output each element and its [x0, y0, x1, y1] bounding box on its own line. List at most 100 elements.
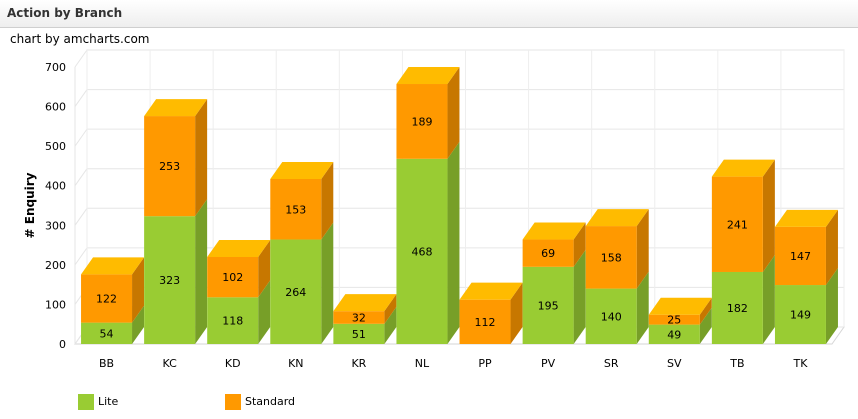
x-tick-label: TB	[729, 357, 744, 370]
data-label-standard-sr: 158	[601, 251, 622, 264]
bar-standard-pp[interactable]	[459, 299, 511, 344]
x-tick-label: KN	[288, 357, 303, 370]
bar-side-standard-tk[interactable]	[825, 209, 838, 286]
bar-side-lite-tb[interactable]	[762, 254, 775, 344]
y-gridline-side	[74, 49, 88, 68]
bar-standard-bb[interactable]	[81, 274, 133, 323]
bar-lite-sv[interactable]	[648, 324, 700, 344]
chart-area: 0 100 200 300 400 500 600 700 # Enquiry 54 122 BB 32…	[23, 49, 845, 370]
y-tick-label: 300	[45, 219, 66, 232]
bar-group-tb[interactable]: 182 241	[711, 159, 775, 344]
bar-standard-sr[interactable]	[585, 226, 637, 289]
bar-standard-tb[interactable]	[711, 176, 763, 272]
bar-lite-kr[interactable]	[333, 323, 385, 344]
bar-side-standard-kd[interactable]	[258, 239, 271, 298]
data-label-lite-tb: 182	[727, 302, 748, 315]
bar-standard-pv[interactable]	[522, 239, 574, 267]
bar-group-nl[interactable]: 468 189	[396, 67, 460, 344]
bar-side-lite-pv[interactable]	[573, 249, 586, 344]
bar-top-standard-bb[interactable]	[81, 257, 145, 275]
data-label-standard-tk: 147	[790, 250, 811, 263]
y-gridline-side	[74, 89, 88, 107]
bar-top-standard-nl[interactable]	[396, 67, 460, 85]
bar-side-lite-kd[interactable]	[258, 280, 271, 344]
bar-side-lite-sv[interactable]	[699, 307, 712, 344]
bar-side-lite-tk[interactable]	[825, 268, 838, 344]
bar-side-lite-sr[interactable]	[636, 271, 649, 344]
y-tick-label: 100	[45, 298, 66, 311]
bar-top-standard-kr[interactable]	[333, 294, 397, 312]
y-gridline-side	[74, 207, 88, 226]
x-tick-label: KC	[162, 357, 177, 370]
bar-group-kc[interactable]: 323 253	[144, 99, 208, 344]
bar-group-sr[interactable]: 140 158	[585, 209, 649, 344]
bar-top-standard-sv[interactable]	[648, 297, 712, 315]
data-label-standard-bb: 122	[96, 292, 117, 305]
data-label-lite-kr: 51	[352, 328, 366, 341]
bar-group-tk[interactable]: 149 147	[774, 209, 838, 344]
bar-top-standard-sr[interactable]	[585, 209, 649, 227]
bar-standard-kn[interactable]	[270, 178, 322, 240]
x-tick-label: KD	[225, 357, 241, 370]
bar-top-standard-pp[interactable]	[459, 282, 523, 300]
bar-lite-pv[interactable]	[522, 266, 574, 344]
bar-side-standard-kr[interactable]	[384, 294, 397, 324]
y-gridline-side	[74, 247, 88, 266]
bar-lite-sr[interactable]	[585, 288, 637, 344]
bar-side-standard-pv[interactable]	[573, 222, 586, 267]
x-tick-label: SV	[667, 357, 682, 370]
bar-group-kn[interactable]: 264 153	[270, 161, 334, 344]
bar-side-standard-kc[interactable]	[195, 99, 208, 217]
bar-side-standard-kn[interactable]	[321, 161, 334, 240]
bar-lite-bb[interactable]	[81, 322, 133, 344]
bar-group-pv[interactable]: 195 69	[522, 222, 586, 344]
bar-standard-kr[interactable]	[333, 311, 385, 324]
bar-lite-kc[interactable]	[144, 216, 196, 344]
bar-side-standard-pp[interactable]	[510, 282, 523, 344]
bar-standard-tk[interactable]	[774, 226, 826, 286]
bar-standard-kd[interactable]	[207, 256, 259, 298]
bar-side-lite-kr[interactable]	[384, 306, 397, 344]
bar-side-lite-kn[interactable]	[321, 222, 334, 344]
bar-side-standard-nl[interactable]	[447, 67, 460, 159]
bar-top-standard-tk[interactable]	[774, 209, 838, 227]
x-tick-label: NL	[415, 357, 430, 370]
data-label-standard-sv: 25	[667, 314, 681, 327]
bar-side-lite-nl[interactable]	[447, 141, 460, 344]
bar-lite-nl[interactable]	[396, 158, 448, 344]
x-tick-label: TK	[792, 357, 808, 370]
bar-lite-tb[interactable]	[711, 271, 763, 344]
bar-group-pp[interactable]: 112	[459, 282, 523, 344]
bar-top-standard-tb[interactable]	[711, 159, 775, 177]
bar-lite-tk[interactable]	[774, 285, 826, 344]
chart-credit-link[interactable]: chart by amcharts.com	[10, 32, 150, 46]
bar-group-bb[interactable]: 54 122	[81, 257, 145, 344]
bar-top-standard-pv[interactable]	[522, 222, 586, 240]
data-label-standard-tb: 241	[727, 218, 748, 231]
data-label-lite-kn: 264	[285, 286, 306, 299]
bar-side-standard-sr[interactable]	[636, 209, 649, 289]
bar-standard-sv[interactable]	[648, 314, 700, 325]
bar-side-lite-kc[interactable]	[195, 199, 208, 344]
chart-legend: Lite Standard	[0, 393, 858, 413]
bar-side-standard-bb[interactable]	[132, 257, 145, 323]
bar-side-standard-sv[interactable]	[699, 297, 712, 325]
legend-swatch	[78, 394, 94, 410]
data-label-standard-kd: 102	[222, 271, 243, 284]
bar-top-standard-kc[interactable]	[144, 99, 208, 117]
bar-side-lite-bb[interactable]	[132, 305, 145, 344]
bar-lite-kd[interactable]	[207, 297, 259, 344]
bar-standard-nl[interactable]	[396, 84, 448, 159]
y-gridline-side	[74, 128, 88, 147]
bar-side-standard-tb[interactable]	[762, 159, 775, 272]
y-tick-label: 700	[45, 61, 66, 74]
bar-lite-kn[interactable]	[270, 239, 322, 344]
bar-top-standard-kn[interactable]	[270, 161, 334, 179]
data-label-lite-pv: 195	[538, 299, 559, 312]
x-tick-label: PV	[541, 357, 556, 370]
bar-group-kd[interactable]: 118 102	[207, 239, 271, 344]
bar-top-standard-kd[interactable]	[207, 239, 271, 257]
bar-standard-kc[interactable]	[144, 116, 196, 217]
